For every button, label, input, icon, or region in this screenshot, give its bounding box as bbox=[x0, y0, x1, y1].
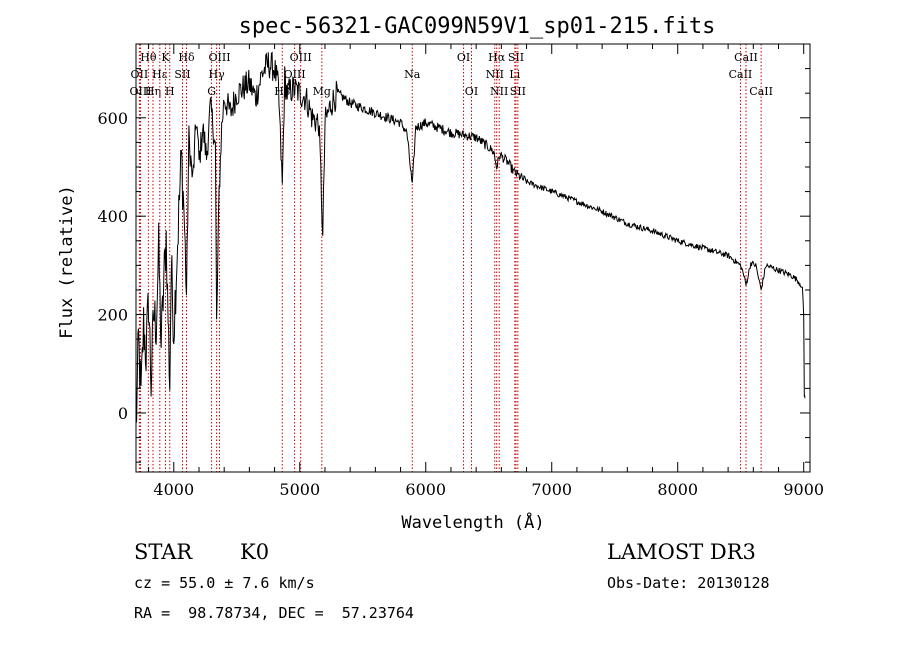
x-axis-label: Wavelength (Å) bbox=[401, 511, 544, 533]
y-tick-label: 400 bbox=[97, 207, 128, 226]
redshift-text: cz = 55.0 ± 7.6 km/s bbox=[134, 574, 315, 592]
line-marker-label: CaII bbox=[749, 85, 773, 98]
line-marker-label: OI bbox=[465, 85, 478, 98]
x-tick-label: 5000 bbox=[279, 480, 320, 499]
line-marker-label: Hε bbox=[152, 68, 168, 81]
line-marker-label: OIII bbox=[130, 85, 152, 98]
line-marker-label: OIII bbox=[208, 51, 230, 64]
line-marker-label: OI bbox=[457, 51, 470, 64]
y-tick-label: 0 bbox=[118, 404, 128, 423]
chart-title: spec-56321-GAC099N59V1_sp01-215.fits bbox=[239, 14, 716, 39]
line-marker-label: K bbox=[161, 51, 170, 64]
line-marker-label: Mg bbox=[313, 85, 331, 98]
x-tick-label: 8000 bbox=[657, 480, 698, 499]
y-axis-label: Flux (relative) bbox=[57, 185, 77, 339]
line-marker-label: G bbox=[207, 85, 216, 98]
line-marker-label: CaII bbox=[729, 68, 753, 81]
plot-frame bbox=[135, 43, 811, 473]
survey-name: LAMOST DR3 bbox=[607, 540, 756, 564]
line-marker-label: Hδ bbox=[178, 51, 195, 64]
line-marker-label: OIII bbox=[284, 68, 306, 81]
y-axis: 0 200 400 600 bbox=[97, 68, 810, 463]
x-tick-label: 7000 bbox=[531, 480, 572, 499]
line-marker-label: OIII bbox=[290, 51, 312, 64]
object-class: STAR bbox=[134, 540, 193, 564]
line-marker-label: SII bbox=[510, 85, 526, 98]
y-tick-label: 600 bbox=[97, 109, 128, 128]
x-tick-label: 6000 bbox=[405, 480, 446, 499]
spectrum-line bbox=[135, 51, 806, 424]
line-marker-label: SII bbox=[174, 68, 190, 81]
obs-date: Obs-Date: 20130128 bbox=[607, 574, 770, 592]
line-marker-label: Hη bbox=[145, 85, 161, 98]
x-tick-label: 9000 bbox=[783, 480, 824, 499]
line-marker-label: OII bbox=[131, 68, 149, 81]
x-tick-label: 4000 bbox=[153, 480, 194, 499]
line-marker-label: Na bbox=[404, 68, 421, 81]
x-axis: 4000 5000 6000 7000 8000 9000 bbox=[148, 44, 824, 499]
line-marker-label: Hα bbox=[488, 51, 506, 64]
line-marker-label: Li bbox=[509, 68, 520, 81]
y-tick-label: 200 bbox=[97, 306, 128, 325]
line-marker-label: CaII bbox=[734, 51, 758, 64]
line-marker-label: SII bbox=[508, 51, 524, 64]
spectral-subclass: K0 bbox=[240, 540, 270, 564]
line-marker-label: Hθ bbox=[140, 51, 157, 64]
line-marker-label: NII bbox=[490, 85, 508, 98]
line-marker-label: Hγ bbox=[209, 68, 226, 81]
coordinates: RA = 98.78734, DEC = 57.23764 bbox=[134, 604, 414, 622]
line-marker-label: NII bbox=[486, 68, 504, 81]
line-marker-label: H bbox=[165, 85, 175, 98]
